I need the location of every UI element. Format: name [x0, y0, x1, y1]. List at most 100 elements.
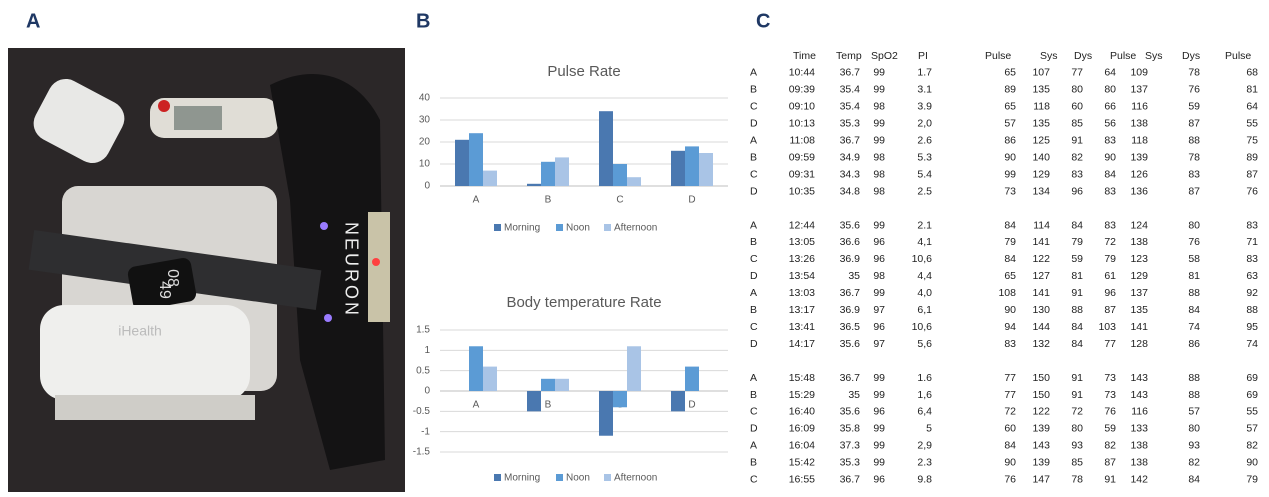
bar [699, 153, 713, 186]
bar [613, 164, 627, 186]
table-cell: 2.3 [917, 457, 932, 469]
table-cell: 96 [873, 474, 885, 486]
table-cell: 2,9 [917, 440, 932, 452]
bar [483, 366, 497, 391]
table-cell: 64 [1104, 67, 1116, 79]
table-cell: D [750, 490, 758, 492]
y-tick-label: 1 [424, 345, 430, 356]
table-cell: A [750, 67, 757, 79]
x-tick-label: B [545, 195, 552, 206]
table-cell: 1.6 [917, 372, 932, 384]
table-cell: 97 [873, 304, 885, 316]
table-cell: 81 [1188, 270, 1200, 282]
table-cell: 139 [1032, 423, 1050, 435]
table-cell: 90 [1004, 151, 1016, 163]
table-cell: 87 [1188, 118, 1200, 130]
photo-text: iHealth [118, 323, 162, 339]
table-cell: D [750, 338, 758, 350]
table-cell: A [750, 440, 757, 452]
table-cell: 80 [1246, 490, 1258, 492]
table-cell: 74 [1246, 338, 1258, 350]
photo-text: NEURON [341, 222, 361, 318]
table-cell: 71 [1246, 236, 1258, 248]
y-tick-label: 10 [419, 159, 431, 170]
table-cell: 09:39 [789, 84, 815, 96]
table-cell: 82 [1188, 457, 1200, 469]
table-cell: 122 [1032, 253, 1050, 265]
table-cell: 128 [1130, 338, 1148, 350]
bar [671, 150, 685, 186]
table-cell: 36.7 [840, 287, 861, 299]
table-header: Pulse [985, 50, 1011, 62]
table-cell: 99 [873, 84, 885, 96]
table-cell: 34.8 [840, 185, 861, 197]
table-cell: 141 [1032, 236, 1050, 248]
table-cell: 76 [1104, 406, 1116, 418]
table-cell: 83 [1104, 185, 1116, 197]
table-cell: 15:29 [789, 389, 815, 401]
table-cell: 66 [1104, 101, 1116, 113]
table-cell: D [750, 270, 758, 282]
x-tick-label: D [688, 400, 695, 411]
table-cell: 82 [1071, 151, 1083, 163]
table-cell: 130 [1032, 304, 1050, 316]
x-tick-label: B [545, 400, 552, 411]
table-cell: 90 [1246, 457, 1258, 469]
table-cell: 116 [1131, 101, 1148, 113]
table-cell: A [750, 219, 757, 231]
table-cell: 125 [1032, 135, 1050, 147]
table-cell: 99 [1004, 168, 1016, 180]
legend-label: Morning [504, 223, 540, 234]
table-cell: 88 [1188, 389, 1200, 401]
table-cell: 84 [1004, 440, 1016, 452]
table-cell: 13:26 [789, 253, 815, 265]
table-cell: A [750, 287, 757, 299]
table-cell: 74 [1188, 321, 1200, 333]
table-cell: 35.6 [840, 219, 861, 231]
table-cell: 143 [1032, 440, 1050, 452]
table-cell: 91 [1071, 135, 1083, 147]
table-cell: 84 [1188, 474, 1200, 486]
table-cell: 80 [1188, 423, 1200, 435]
table-cell: 87 [1104, 457, 1116, 469]
table-cell: 5,6 [917, 338, 932, 350]
table-cell: 143 [1130, 372, 1148, 384]
table-cell: 134 [1032, 185, 1050, 197]
table-cell: B [750, 84, 757, 96]
table-cell: 36.9 [840, 304, 861, 316]
table-header: SpO2 [871, 50, 898, 62]
table-cell: 79 [1246, 474, 1258, 486]
table-cell: 09:31 [789, 168, 815, 180]
table-cell: 140 [1032, 151, 1050, 163]
table-cell: C [750, 253, 758, 265]
table-cell: 77 [1004, 389, 1016, 401]
table-cell: 96 [1071, 185, 1083, 197]
y-tick-label: -1.5 [413, 447, 431, 458]
table-cell: B [750, 457, 757, 469]
table-cell: 94 [1004, 321, 1016, 333]
table-cell: 83 [1104, 219, 1116, 231]
table-cell: C [750, 474, 758, 486]
table-cell: 129 [1130, 270, 1148, 282]
x-tick-label: A [473, 400, 480, 411]
table-cell: 16:04 [789, 440, 815, 452]
table-cell: 83 [1104, 135, 1116, 147]
table-cell: 82 [1246, 440, 1258, 452]
table-cell: 90 [1104, 151, 1116, 163]
table-cell: 14:17 [789, 338, 815, 350]
table-cell: 5 [926, 423, 932, 435]
table-cell: 83 [1188, 168, 1200, 180]
table-cell: 5.4 [917, 168, 932, 180]
table-cell: 83 [1246, 253, 1258, 265]
table-cell: 79 [1071, 490, 1083, 492]
table-cell: 2.1 [917, 219, 932, 231]
table-cell: 75 [1004, 490, 1016, 492]
table-cell: 98 [873, 185, 885, 197]
table-cell: 88 [1246, 304, 1258, 316]
table-cell: 59 [1071, 253, 1083, 265]
table-cell: 116 [1131, 406, 1148, 418]
table-cell: 60 [1004, 423, 1016, 435]
bar [469, 133, 483, 186]
bar [627, 177, 641, 186]
panel-label: C [756, 10, 770, 32]
